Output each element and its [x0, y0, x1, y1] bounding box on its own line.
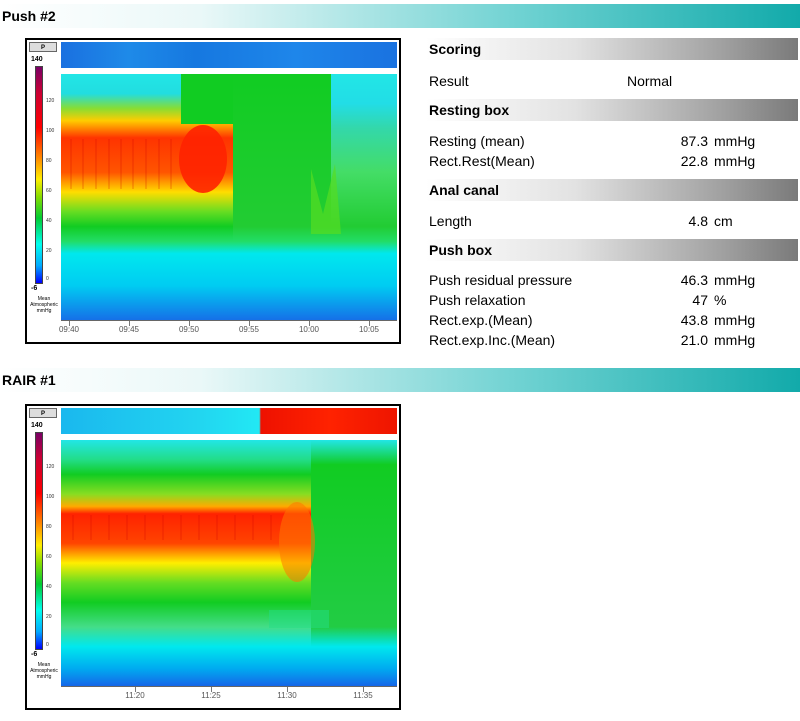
colorbar-tick: 60: [46, 554, 52, 560]
time-label: 11:20: [125, 691, 145, 700]
push-box-header: Push box: [426, 239, 798, 261]
push-summary-strip: [61, 42, 397, 68]
resting-mean-unit: mmHg: [714, 133, 756, 149]
section-title-push: Push #2: [2, 8, 56, 24]
push-relaxation-value: 47: [692, 292, 708, 308]
colorbar-max: 140: [31, 422, 43, 429]
colorbar-tick: 80: [46, 524, 52, 530]
rect-exp-label: Rect.exp.(Mean): [429, 312, 533, 328]
rect-exp-inc-unit: mmHg: [714, 332, 756, 348]
resting-box-header: Resting box: [426, 99, 798, 121]
rect-rest-unit: mmHg: [714, 153, 756, 169]
rair-time-axis: 11:20 11:25 11:30 11:35: [61, 686, 397, 709]
push-relaxation-label: Push relaxation: [429, 292, 526, 308]
time-label: 11:30: [277, 691, 297, 700]
push-residual-label: Push residual pressure: [429, 272, 573, 288]
time-label: 11:35: [353, 691, 373, 700]
colorbar-caption: Mean Atmospheric mmHg: [30, 296, 58, 314]
rair-heatmap: [61, 440, 397, 686]
colorbar-tick: 100: [46, 128, 55, 134]
rect-rest-label: Rect.Rest(Mean): [429, 153, 535, 169]
pressure-label: P: [29, 42, 57, 52]
rect-exp-unit: mmHg: [714, 312, 756, 328]
push-residual-unit: mmHg: [714, 272, 756, 288]
time-label: 10:00: [298, 325, 320, 334]
section-bar-push: Push #2: [0, 4, 800, 28]
rair-manometry-plot: P 140 120 100 80 60 40 20 0 -6 Mean Atmos…: [25, 404, 401, 710]
colorbar-tick: 60: [46, 188, 52, 194]
time-label: 09:45: [118, 325, 140, 334]
colorbar-caption: Mean Atmospheric mmHg: [30, 662, 58, 680]
rect-exp-inc-value: 21.0: [680, 332, 708, 348]
colorbar-tick: 100: [46, 494, 55, 500]
push-residual-value: 46.3: [680, 272, 708, 288]
time-label: 11:25: [201, 691, 221, 700]
time-label: 09:55: [238, 325, 260, 334]
time-label: 09:40: [58, 325, 80, 334]
colorbar-tick: 0: [46, 276, 49, 282]
colorbar-min: -6: [31, 285, 38, 292]
anal-canal-header: Anal canal: [426, 179, 798, 201]
rect-rest-value: 22.8: [680, 153, 708, 169]
time-label: 09:50: [178, 325, 200, 334]
time-label: 10:05: [358, 325, 380, 334]
colorbar-min: -6: [31, 651, 38, 658]
colorbar-tick: 40: [46, 584, 52, 590]
section-bar-rair: RAIR #1: [0, 368, 800, 392]
result-label: Result: [429, 73, 469, 89]
colorbar-tick: 120: [46, 98, 55, 104]
length-value: 4.8: [688, 213, 708, 229]
push-relaxation-unit: %: [714, 292, 727, 308]
resting-mean-label: Resting (mean): [429, 133, 525, 149]
length-label: Length: [429, 213, 472, 229]
colorbar-tick: 80: [46, 158, 52, 164]
push-colorbar: P 140 120 100 80 60 40 20 0 -6 Mean Atmos…: [29, 42, 59, 340]
length-unit: cm: [714, 213, 733, 229]
rair-colorbar: P 140 120 100 80 60 40 20 0 -6 Mean Atmos…: [29, 408, 59, 706]
colorbar-tick: 20: [46, 614, 52, 620]
push-heatmap: [61, 74, 397, 320]
colorbar-tick: 120: [46, 464, 55, 470]
colorbar-max: 140: [31, 56, 43, 63]
colorbar-tick: 0: [46, 642, 49, 648]
resting-mean-value: 87.3: [680, 133, 708, 149]
colorbar-gradient: [35, 66, 43, 284]
push-time-axis: 09:40 09:45 09:50 09:55 10:00 10:05: [58, 320, 397, 343]
pressure-label: P: [29, 408, 57, 418]
section-title-rair: RAIR #1: [2, 372, 56, 388]
colorbar-gradient: [35, 432, 43, 650]
colorbar-tick: 40: [46, 218, 52, 224]
push-manometry-plot: P 140 120 100 80 60 40 20 0 -6 Mean Atmos…: [25, 38, 401, 344]
result-value: Normal: [627, 73, 673, 89]
scoring-header: Scoring: [426, 38, 798, 60]
colorbar-tick: 20: [46, 248, 52, 254]
rair-summary-strip: [61, 408, 397, 434]
rect-exp-value: 43.8: [680, 312, 708, 328]
rect-exp-inc-label: Rect.exp.Inc.(Mean): [429, 332, 556, 348]
